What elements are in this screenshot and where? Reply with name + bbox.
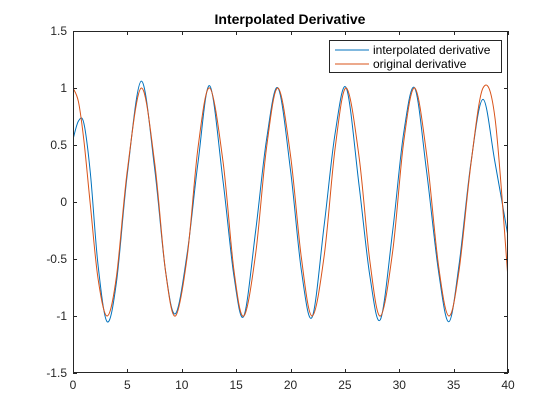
x-tick-label: 10	[175, 378, 189, 392]
y-tick-label: 1	[60, 81, 67, 95]
y-tick-label: -0.5	[46, 252, 67, 266]
y-tick-label: 0	[60, 195, 67, 209]
series-line-2	[73, 84, 508, 317]
y-tick-label: -1.5	[46, 366, 67, 380]
legend-label-1: interpolated derivative	[373, 43, 491, 57]
chart-title: Interpolated Derivative	[215, 11, 366, 27]
x-tick-label: 0	[70, 378, 77, 392]
y-tick-label: 1.5	[50, 24, 67, 38]
x-tick-label: 15	[229, 378, 243, 392]
x-tick-label: 5	[124, 378, 131, 392]
x-tick-label: 35	[447, 378, 461, 392]
x-tick-label: 25	[338, 378, 352, 392]
legend-box	[329, 40, 502, 73]
axes-background	[73, 31, 508, 373]
y-tick-label: 0.5	[50, 138, 67, 152]
x-tick-label: 30	[393, 378, 407, 392]
x-tick-label: 20	[284, 378, 298, 392]
plot-area: 0 5 10 15 20 25 30 35 40 -1.5 -1 -0.5 0 0.5 1 1.5	[46, 24, 515, 392]
y-tick-label: -1	[56, 309, 67, 323]
x-tick-label: 40	[501, 378, 515, 392]
series-group	[73, 80, 508, 323]
legend-label-2: original derivative	[373, 57, 467, 71]
